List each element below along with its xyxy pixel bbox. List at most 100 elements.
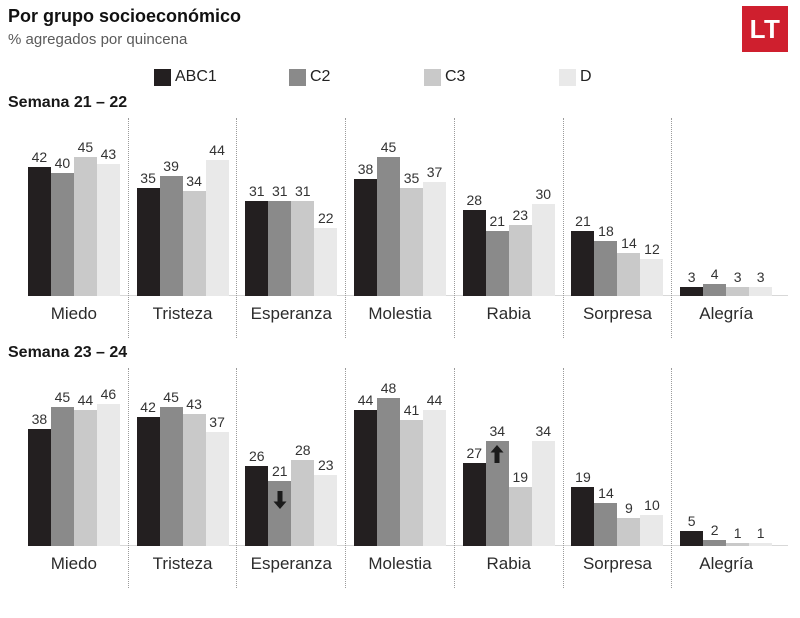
bar-c2 bbox=[485, 231, 509, 296]
bar-group: 26 21 28 23 bbox=[237, 368, 345, 546]
bar-wrap: 28 bbox=[462, 193, 486, 296]
bar-wrap: 34 bbox=[182, 174, 206, 296]
bar-wrap: 26 bbox=[245, 448, 269, 546]
value-label: 41 bbox=[403, 402, 420, 418]
bar-wrap: 14 bbox=[617, 235, 641, 296]
trend-up-arrow-icon bbox=[490, 445, 504, 463]
bar-c3 bbox=[400, 188, 424, 296]
value-label: 35 bbox=[140, 170, 156, 186]
bar-c2 bbox=[268, 201, 292, 296]
bar-wrap: 21 bbox=[268, 463, 292, 546]
bar-wrap: 45 bbox=[377, 140, 401, 296]
category-label: Sorpresa bbox=[582, 554, 652, 573]
legend: ABC1 C2 C3 D bbox=[154, 68, 604, 86]
bar-abc1 bbox=[245, 466, 269, 546]
bar-c3 bbox=[617, 518, 641, 546]
value-label: 12 bbox=[644, 241, 660, 257]
bar-c3 bbox=[73, 410, 97, 546]
value-label: 5 bbox=[687, 513, 696, 529]
bar-wrap: 43 bbox=[96, 147, 120, 296]
bar-c3 bbox=[182, 191, 206, 296]
legend-swatch-abc1-icon bbox=[154, 68, 171, 86]
value-label: 27 bbox=[466, 445, 483, 461]
page-title: Por grupo socioeconómico bbox=[8, 6, 242, 26]
bar-c2 bbox=[50, 173, 74, 296]
category-label: Tristeza bbox=[152, 304, 213, 323]
value-label: 14 bbox=[598, 485, 614, 501]
value-label: 34 bbox=[489, 423, 506, 439]
bar-wrap: 43 bbox=[182, 397, 206, 546]
bar-d bbox=[96, 404, 120, 546]
category-cell: 35 39 34 44 Tristeza bbox=[129, 118, 238, 338]
bar-abc1 bbox=[571, 231, 595, 296]
value-label: 45 bbox=[54, 389, 71, 405]
bar-d bbox=[640, 259, 664, 296]
bar-c2 bbox=[703, 540, 727, 546]
bar-wrap: 45 bbox=[73, 140, 97, 296]
bar-c2 bbox=[50, 407, 74, 546]
bar-c2 bbox=[703, 284, 727, 296]
bar-c3 bbox=[617, 253, 641, 296]
bar-wrap: 9 bbox=[617, 501, 641, 546]
bar-wrap: 44 bbox=[73, 392, 97, 546]
bar-d bbox=[205, 160, 229, 296]
bar-wrap: 35 bbox=[136, 170, 160, 296]
value-label: 21 bbox=[489, 213, 506, 229]
value-label: 37 bbox=[209, 414, 225, 430]
bar-group: 35 39 34 44 bbox=[129, 118, 237, 296]
value-label: 39 bbox=[163, 158, 179, 174]
bar-wrap: 46 bbox=[96, 387, 120, 546]
bar-group: 38 45 35 37 bbox=[346, 118, 454, 296]
bar-d bbox=[531, 204, 555, 296]
value-label: 44 bbox=[77, 392, 94, 408]
section-title: Semana 21 – 22 bbox=[8, 94, 128, 111]
category-cell: 28 21 23 30 Rabia bbox=[455, 118, 564, 338]
value-label: 26 bbox=[249, 448, 265, 464]
bar-c2 bbox=[268, 481, 292, 546]
bar-wrap: 45 bbox=[159, 389, 183, 546]
bar-wrap: 18 bbox=[594, 224, 618, 296]
value-label: 21 bbox=[272, 463, 288, 479]
value-label: 45 bbox=[163, 389, 179, 405]
bar-d bbox=[749, 287, 773, 296]
bar-c3 bbox=[73, 157, 97, 296]
category-cell: 44 48 41 44 Molestia bbox=[346, 368, 455, 588]
category-cell: 38 45 44 46 Miedo bbox=[20, 368, 129, 588]
bar-wrap: 27 bbox=[462, 445, 486, 546]
bar-group: 42 45 43 37 bbox=[129, 368, 237, 546]
legend-swatch-d-icon bbox=[559, 68, 576, 86]
legend-item-c2: C2 bbox=[289, 68, 424, 86]
bar-d bbox=[749, 543, 773, 546]
bar-wrap: 41 bbox=[400, 402, 424, 546]
bar-wrap: 38 bbox=[354, 162, 378, 296]
bar-c2 bbox=[159, 176, 183, 296]
category-label: Molestia bbox=[368, 304, 432, 323]
bar-c3 bbox=[182, 414, 206, 546]
bar-abc1 bbox=[136, 188, 160, 296]
page: Por grupo socioeconómico % agregados por… bbox=[8, 6, 790, 588]
bar-wrap: 37 bbox=[205, 414, 229, 546]
value-label: 44 bbox=[426, 392, 443, 408]
header: Por grupo socioeconómico % agregados por… bbox=[8, 6, 790, 56]
bar-wrap: 4 bbox=[703, 267, 727, 296]
bar-abc1 bbox=[354, 179, 378, 296]
legend-label-d: D bbox=[580, 68, 592, 85]
value-label: 3 bbox=[687, 269, 696, 285]
bar-abc1 bbox=[680, 287, 704, 296]
bar-abc1 bbox=[245, 201, 269, 296]
value-label: 28 bbox=[295, 442, 311, 458]
bar-wrap: 3 bbox=[749, 270, 773, 296]
category-cell: 31 31 31 22 Esperanza bbox=[237, 118, 347, 338]
legend-item-d: D bbox=[559, 68, 694, 86]
bar-wrap: 44 bbox=[423, 392, 447, 546]
value-label: 14 bbox=[621, 235, 637, 251]
bar-abc1 bbox=[354, 410, 378, 546]
bar-wrap: 35 bbox=[400, 171, 424, 296]
bar-wrap: 23 bbox=[508, 208, 532, 296]
value-label: 44 bbox=[209, 142, 225, 158]
bar-group: 21 18 14 12 bbox=[564, 118, 672, 296]
bar-abc1 bbox=[136, 417, 160, 546]
bar-c2 bbox=[485, 441, 509, 546]
